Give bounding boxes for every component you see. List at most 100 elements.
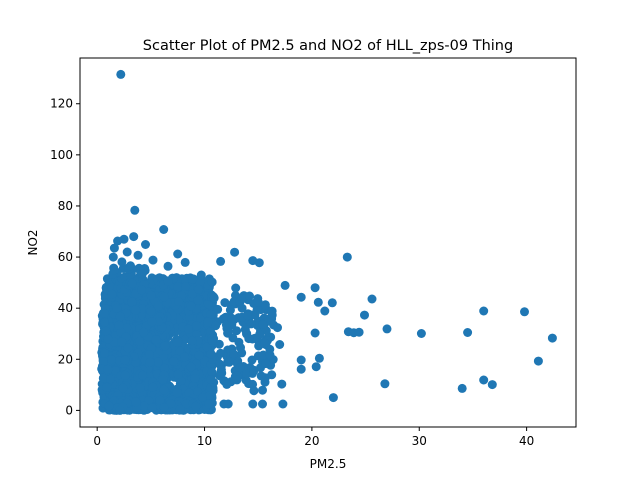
data-point: [310, 328, 320, 338]
data-point: [116, 69, 126, 79]
data-point: [159, 292, 169, 302]
data-point: [237, 294, 247, 303]
data-point: [139, 327, 149, 337]
data-point: [180, 257, 190, 267]
data-point: [261, 359, 271, 369]
data-point: [202, 342, 212, 352]
data-point: [221, 320, 231, 330]
data-point: [197, 392, 207, 402]
data-point: [265, 350, 275, 360]
data-point: [207, 277, 217, 287]
x-tick-label: 10: [197, 434, 212, 448]
chart-title: Scatter Plot of PM2.5 and NO2 of HLL_zps…: [143, 38, 513, 54]
data-point: [186, 362, 196, 372]
data-point: [114, 320, 124, 330]
data-point: [159, 385, 169, 395]
data-point: [118, 383, 128, 393]
data-point: [98, 356, 108, 366]
data-point: [175, 404, 185, 414]
data-point: [230, 247, 240, 257]
data-point: [258, 319, 268, 329]
data-point: [216, 256, 226, 266]
data-point: [98, 373, 108, 383]
data-point: [160, 363, 170, 373]
data-point: [217, 368, 227, 378]
x-tick-label: 0: [93, 434, 101, 448]
data-point: [173, 282, 183, 292]
data-point: [137, 269, 147, 279]
data-point: [107, 289, 117, 299]
data-point: [113, 236, 123, 246]
data-point: [463, 328, 473, 337]
data-point: [129, 232, 139, 242]
data-point: [342, 252, 352, 262]
data-point: [146, 306, 156, 316]
data-point: [148, 255, 158, 265]
data-point: [108, 252, 118, 262]
data-point: [258, 385, 267, 395]
x-tick-label: 40: [519, 434, 534, 448]
y-tick-label: 40: [58, 301, 73, 315]
data-point: [153, 301, 163, 311]
data-point: [296, 292, 306, 302]
data-point: [120, 355, 130, 365]
data-point: [231, 283, 241, 293]
data-point: [145, 357, 155, 367]
data-point: [520, 307, 529, 317]
data-point: [234, 337, 244, 347]
y-tick-label: 0: [65, 403, 73, 417]
data-point: [243, 311, 252, 321]
data-point: [154, 317, 164, 326]
data-point: [147, 403, 157, 413]
data-point: [194, 284, 204, 294]
data-point: [227, 313, 237, 323]
data-point: [313, 297, 323, 307]
data-point: [246, 319, 256, 329]
data-point: [186, 301, 196, 311]
y-tick-label: 80: [58, 199, 73, 213]
data-point: [223, 399, 233, 409]
data-point: [206, 349, 216, 359]
x-axis-label: PM2.5: [310, 457, 347, 471]
data-point: [99, 317, 109, 327]
data-point: [255, 329, 265, 339]
data-point: [380, 379, 390, 389]
data-point: [131, 305, 141, 315]
data-point: [256, 371, 266, 381]
data-point: [172, 388, 182, 398]
data-point: [273, 323, 282, 333]
data-point: [209, 293, 219, 303]
data-point: [117, 257, 127, 267]
data-point: [103, 334, 113, 344]
data-point: [138, 304, 148, 314]
data-point: [159, 225, 169, 234]
data-point: [155, 395, 165, 405]
data-point: [103, 364, 113, 374]
data-point: [367, 294, 377, 304]
data-point: [151, 335, 161, 345]
data-point: [207, 336, 217, 346]
data-point: [327, 298, 337, 308]
data-point: [479, 375, 489, 385]
data-point: [191, 401, 201, 411]
data-point: [181, 399, 191, 409]
x-tick-label: 20: [304, 434, 319, 448]
data-point: [194, 350, 204, 360]
data-point: [107, 355, 116, 365]
data-point: [224, 357, 234, 367]
data-point: [146, 290, 156, 300]
data-point: [141, 240, 150, 249]
y-axis-ticks: 0 20 40 60 80 100 120: [50, 97, 80, 417]
data-point: [115, 405, 125, 415]
data-point: [133, 250, 143, 260]
data-point: [258, 399, 267, 409]
data-point: [99, 308, 109, 318]
data-point: [311, 362, 321, 372]
data-point: [547, 333, 557, 343]
data-point: [328, 393, 338, 403]
data-point: [130, 205, 140, 215]
data-point: [249, 365, 259, 375]
data-point: [131, 397, 141, 407]
data-point: [277, 379, 287, 389]
data-point: [203, 317, 213, 327]
